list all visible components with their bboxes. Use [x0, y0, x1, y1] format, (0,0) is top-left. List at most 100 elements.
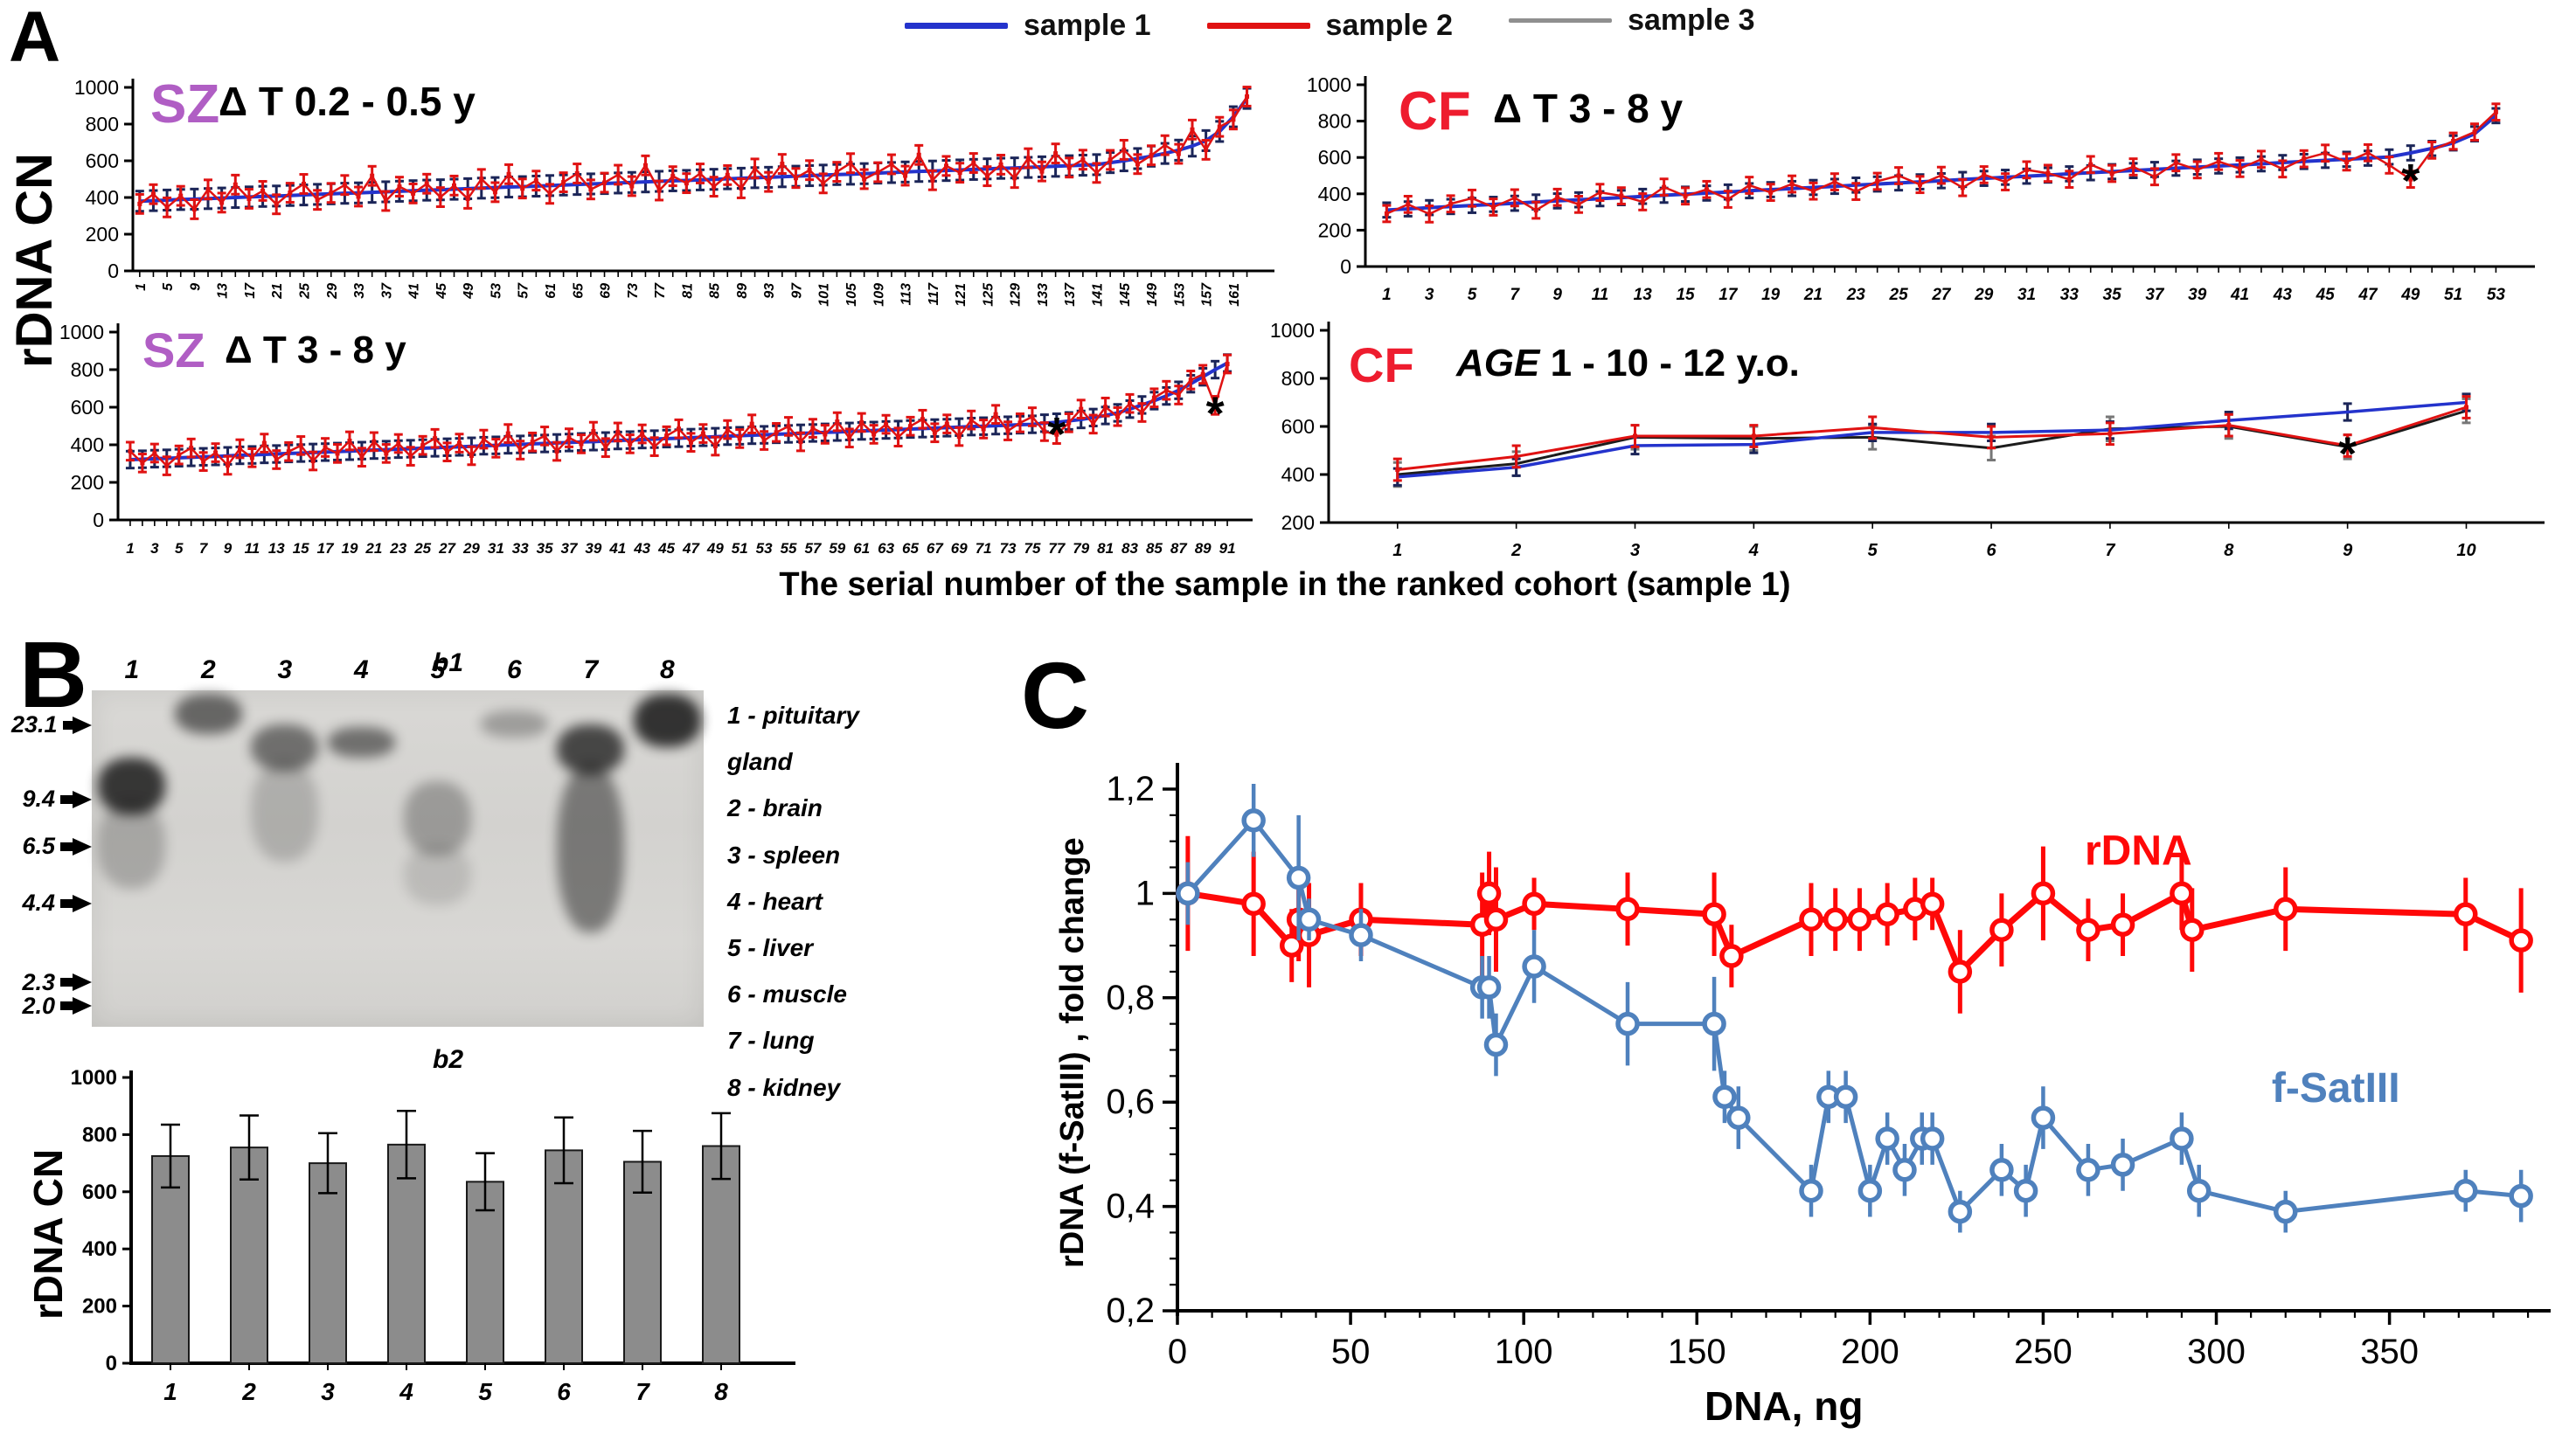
svg-text:400: 400 — [1281, 463, 1315, 486]
svg-text:10: 10 — [2456, 541, 2475, 560]
svg-text:51: 51 — [732, 540, 748, 557]
svg-text:77: 77 — [653, 282, 668, 299]
gel-band — [98, 801, 165, 890]
gel-lane-number: 1 — [124, 655, 140, 684]
svg-text:153: 153 — [1172, 283, 1187, 307]
svg-text:5: 5 — [1868, 541, 1878, 560]
svg-text:23: 23 — [389, 540, 406, 557]
svg-text:35: 35 — [537, 540, 553, 557]
svg-text:19: 19 — [342, 540, 358, 557]
svg-text:0,8: 0,8 — [1106, 979, 1155, 1017]
marker-arrow-icon — [60, 842, 73, 851]
svg-text:97: 97 — [789, 282, 804, 299]
svg-text:89: 89 — [735, 283, 750, 299]
samples-legend: sample 1 sample 2 sample 3 — [905, 3, 1755, 43]
svg-text:13: 13 — [268, 540, 285, 557]
svg-text:33: 33 — [352, 283, 367, 299]
svg-text:2: 2 — [241, 1378, 256, 1405]
svg-text:400: 400 — [82, 1237, 117, 1261]
marker-arrow-icon — [60, 898, 73, 908]
svg-text:59: 59 — [829, 540, 845, 557]
sample3-line-swatch — [1509, 18, 1613, 23]
svg-text:1000: 1000 — [59, 321, 104, 343]
gel-band — [557, 764, 624, 933]
svg-text:6: 6 — [1987, 541, 1997, 560]
svg-text:Δ T 3 - 8 y: Δ T 3 - 8 y — [1493, 86, 1684, 131]
svg-text:15: 15 — [1676, 286, 1695, 304]
svg-text:1: 1 — [1382, 286, 1392, 304]
svg-text:87: 87 — [1170, 540, 1188, 557]
svg-text:47: 47 — [2357, 286, 2378, 304]
svg-text:161: 161 — [1227, 283, 1242, 307]
gel-band — [98, 758, 165, 815]
svg-text:89: 89 — [1195, 540, 1212, 557]
svg-text:300: 300 — [2187, 1333, 2246, 1371]
svg-text:7: 7 — [199, 540, 209, 557]
svg-text:105: 105 — [844, 282, 859, 307]
svg-text:37: 37 — [561, 540, 579, 557]
svg-text:50: 50 — [1331, 1333, 1371, 1371]
svg-text:0: 0 — [93, 509, 104, 531]
svg-text:8: 8 — [2224, 541, 2234, 560]
gel-lane-number: 2 — [201, 655, 216, 684]
gel-size-marker: 2.0 — [11, 993, 92, 1020]
svg-text:17: 17 — [243, 282, 258, 299]
svg-text:113: 113 — [899, 283, 914, 306]
svg-text:CF: CF — [1399, 81, 1471, 142]
svg-text:200: 200 — [1318, 218, 1351, 241]
legend-item-sample3: sample 3 — [1509, 3, 1755, 38]
svg-text:5: 5 — [161, 282, 176, 291]
svg-text:200: 200 — [82, 1295, 117, 1319]
svg-text:400: 400 — [71, 433, 104, 456]
chart-sz-dt-02-05y: 0 200 400 600 800 1000 1 5 9 13 17 21 25 29 33 37 41 45 49… — [74, 74, 1274, 307]
svg-text:600: 600 — [82, 1181, 117, 1204]
svg-text:5: 5 — [478, 1378, 492, 1405]
svg-text:39: 39 — [2188, 286, 2207, 304]
svg-text:33: 33 — [2060, 286, 2080, 304]
svg-text:9: 9 — [224, 540, 233, 557]
svg-text:1000: 1000 — [71, 1066, 117, 1090]
svg-text:41: 41 — [608, 540, 626, 557]
legend-item-sample1: sample 1 — [905, 9, 1151, 43]
svg-text:23: 23 — [1846, 286, 1866, 304]
svg-text:39: 39 — [585, 540, 601, 557]
svg-text:133: 133 — [1036, 283, 1051, 307]
sample2-label: sample 2 — [1325, 9, 1454, 42]
svg-text:AGE 1 - 10 - 12 y.o.: AGE 1 - 10 - 12 y.o. — [1455, 342, 1800, 384]
chart-rdna-fsatiii-vs-dna: 0,2 0,4 0,6 0,8 1 1,2 0 50 100 150 200 250 300 350 rDN… — [1106, 763, 2551, 1371]
svg-text:53: 53 — [489, 283, 503, 299]
svg-text:7: 7 — [1510, 286, 1521, 304]
svg-text:53: 53 — [756, 540, 773, 557]
gel-band — [251, 724, 318, 772]
svg-text:27: 27 — [438, 540, 456, 557]
gel-lane-number: 8 — [660, 655, 675, 684]
svg-text:25: 25 — [1889, 286, 1909, 304]
svg-text:49: 49 — [706, 540, 724, 557]
gel-band — [327, 727, 395, 758]
svg-text:69: 69 — [951, 540, 968, 557]
svg-text:83: 83 — [1121, 540, 1138, 557]
panel-a-x-axis-caption: The serial number of the sample in the r… — [779, 566, 1791, 603]
panel-a-label: A — [9, 0, 61, 77]
svg-text:29: 29 — [462, 540, 480, 557]
svg-text:19: 19 — [1761, 286, 1781, 304]
svg-text:61: 61 — [853, 540, 870, 557]
gel-band — [404, 845, 471, 906]
svg-text:800: 800 — [86, 113, 119, 135]
svg-text:400: 400 — [1318, 183, 1351, 205]
svg-text:400: 400 — [86, 186, 119, 209]
svg-text:2: 2 — [1510, 541, 1521, 560]
svg-text:53: 53 — [2487, 286, 2506, 304]
svg-text:7: 7 — [2105, 541, 2115, 560]
svg-text:9: 9 — [188, 283, 203, 291]
svg-text:1: 1 — [1392, 541, 1402, 560]
svg-text:81: 81 — [1097, 540, 1114, 557]
marker-arrow-icon — [73, 894, 92, 912]
svg-text:3: 3 — [1425, 286, 1434, 304]
svg-text:49: 49 — [462, 283, 476, 300]
gel-band — [404, 780, 471, 856]
svg-text:3: 3 — [321, 1378, 335, 1405]
svg-text:1: 1 — [1135, 874, 1155, 912]
svg-text:57: 57 — [804, 540, 822, 557]
svg-text:0: 0 — [1340, 255, 1351, 278]
